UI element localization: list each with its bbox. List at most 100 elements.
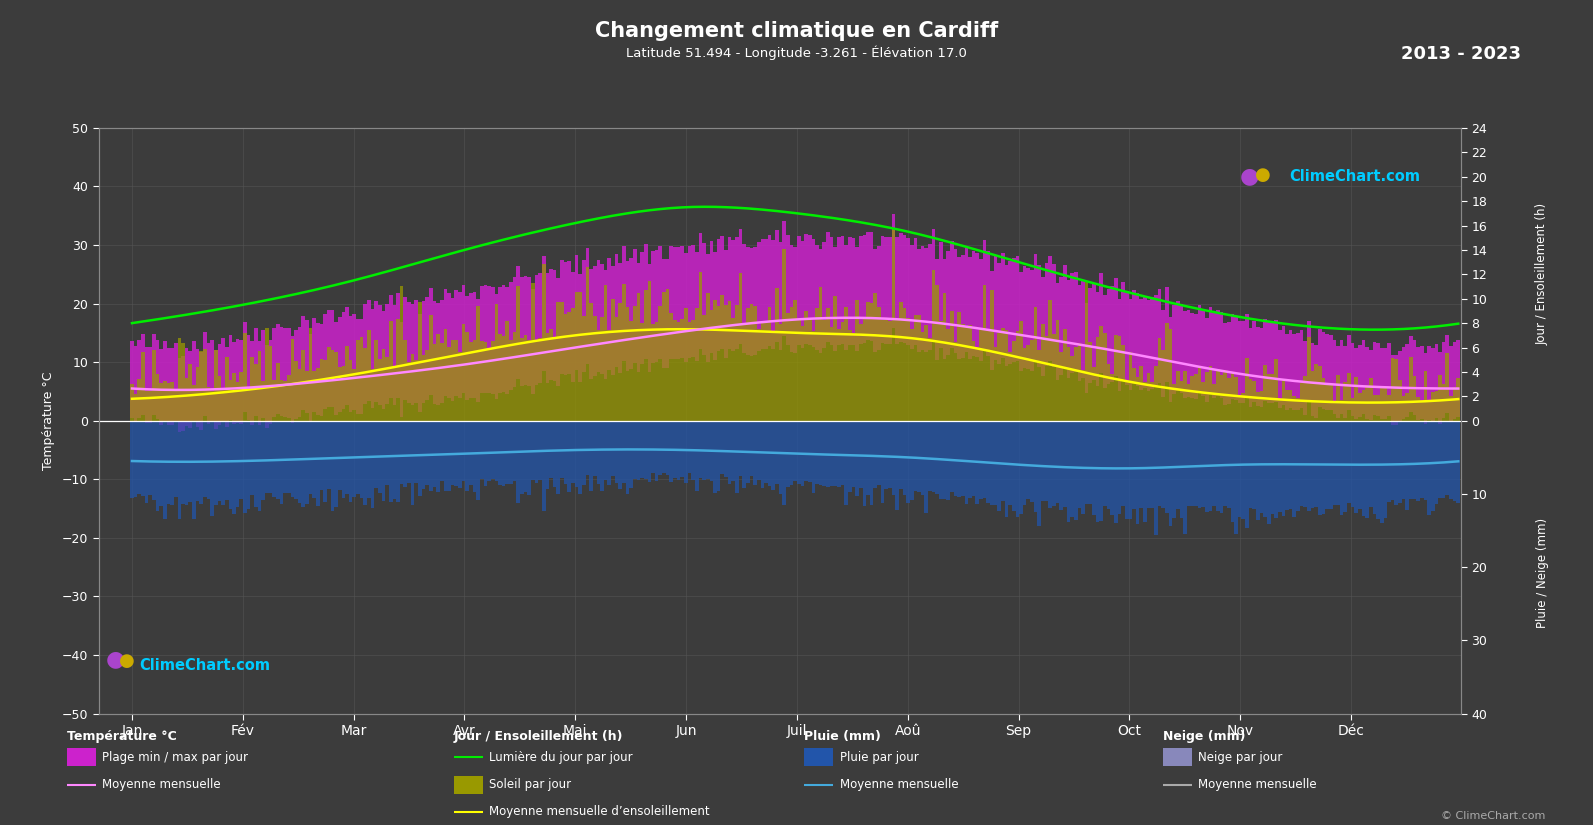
Bar [596,330,601,421]
Bar [1070,421,1074,516]
Bar [315,323,320,415]
Bar [1333,402,1337,421]
Bar [578,292,581,421]
Bar [1128,352,1133,421]
Bar [983,240,986,349]
Bar [199,351,202,421]
Bar [910,245,913,349]
Bar [505,421,510,483]
Bar [1354,348,1359,419]
Bar [867,421,870,495]
Bar [1292,396,1297,421]
Bar [728,301,731,421]
Bar [652,421,655,473]
Bar [765,323,768,421]
Bar [674,421,677,478]
Bar [768,421,771,486]
Bar [655,421,658,481]
Bar [1325,421,1329,509]
Bar [1144,295,1147,388]
Bar [131,384,134,421]
Bar [725,250,728,358]
Bar [374,340,378,421]
Bar [1034,421,1037,512]
Bar [983,421,986,498]
Bar [1008,421,1012,505]
Bar [1235,316,1238,400]
Bar [338,318,341,412]
Bar [1215,421,1220,512]
Bar [776,421,779,483]
Bar [949,310,954,421]
Bar [1391,421,1394,500]
Text: ●: ● [1255,166,1271,184]
Bar [652,251,655,363]
Text: Pluie (mm): Pluie (mm) [804,730,881,743]
Bar [1340,421,1343,516]
Bar [1212,384,1215,421]
Bar [1187,384,1190,421]
Bar [1125,421,1128,519]
Bar [975,421,980,504]
Bar [516,421,519,502]
Bar [253,328,258,416]
Bar [530,289,535,394]
Bar [1184,421,1187,534]
Bar [739,273,742,421]
Bar [833,248,836,351]
Bar [1169,317,1172,402]
Bar [182,356,185,431]
Bar [589,421,593,491]
Bar [898,233,903,342]
Bar [261,381,264,421]
Bar [961,256,964,358]
Bar [1438,421,1442,497]
Bar [331,421,335,511]
Bar [932,421,935,492]
Bar [142,334,145,415]
Bar [494,295,499,398]
Bar [213,351,218,429]
Text: Neige (mm): Neige (mm) [1163,730,1246,743]
Bar [691,421,695,480]
Bar [459,351,462,421]
Bar [142,421,145,496]
Bar [1263,319,1266,401]
Bar [284,328,287,417]
Bar [836,421,841,487]
Bar [225,346,228,427]
Bar [185,421,188,505]
Bar [1059,352,1063,421]
Bar [564,262,567,375]
Bar [264,345,269,427]
Bar [725,305,728,421]
Bar [443,290,448,395]
Bar [943,294,946,421]
Bar [360,319,363,414]
Bar [1399,351,1402,422]
Bar [924,325,929,421]
Bar [964,247,969,352]
Bar [323,361,327,421]
Bar [357,340,360,421]
Bar [1121,345,1125,421]
Bar [932,229,935,340]
Bar [397,421,400,502]
Bar [182,343,185,421]
Bar [487,286,491,394]
Bar [1125,381,1128,421]
Bar [961,421,964,496]
Bar [295,361,298,421]
Bar [221,389,225,421]
Bar [429,288,433,394]
Bar [320,359,323,421]
Bar [535,421,538,483]
Bar [306,320,309,412]
Bar [538,338,542,421]
Bar [822,242,827,348]
Bar [491,342,494,421]
Bar [666,260,669,368]
Bar [714,252,717,360]
Bar [1329,335,1333,410]
Bar [1026,268,1031,370]
